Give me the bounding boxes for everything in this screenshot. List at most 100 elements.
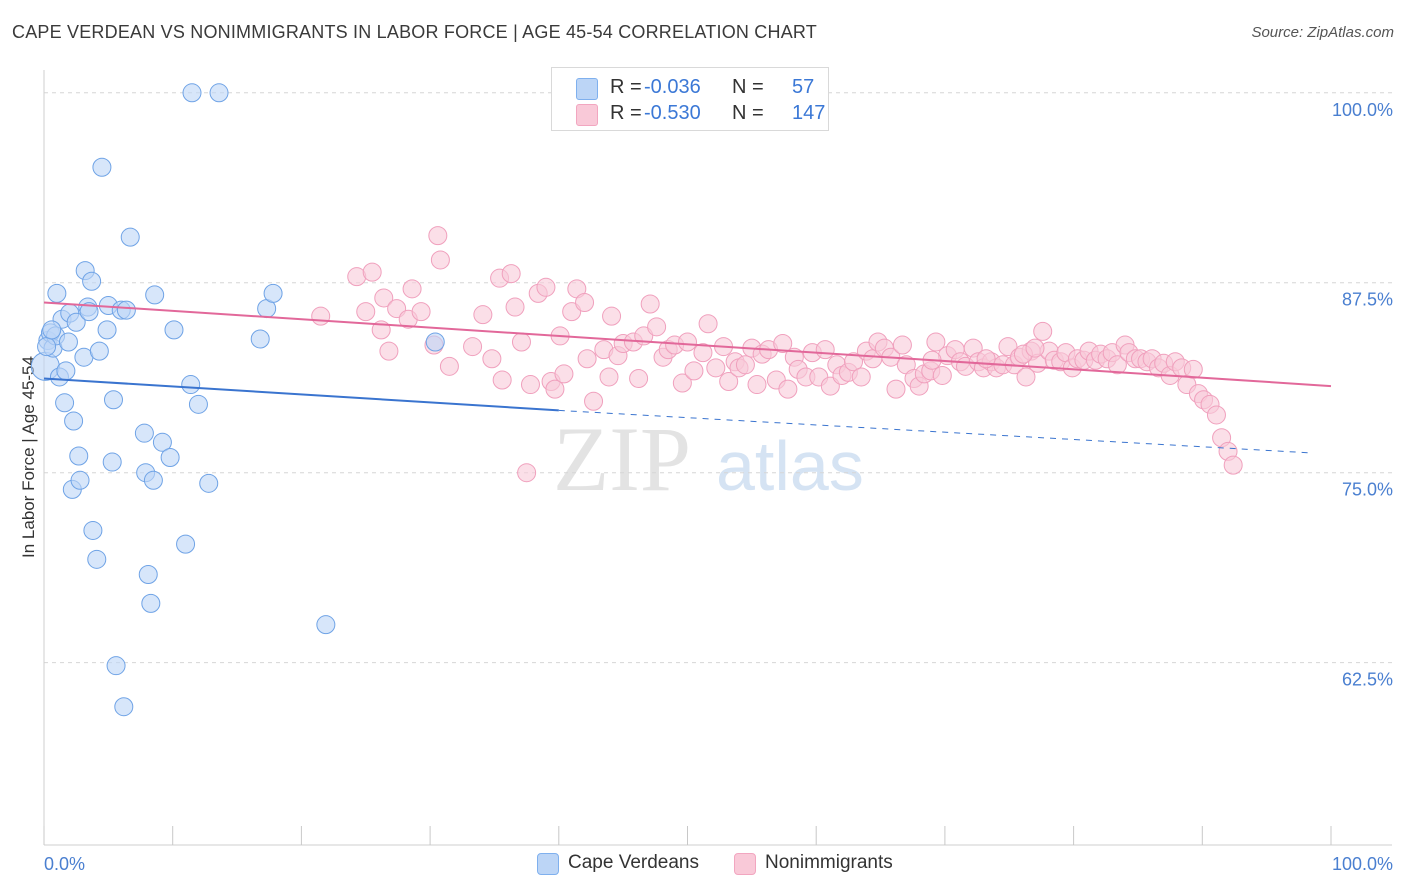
nonimmigrant-point: [684, 361, 704, 381]
cape-verdean-point: [79, 302, 99, 322]
cape-verdean-point: [89, 341, 109, 361]
r-value-nonimmigrants: -0.530: [644, 102, 701, 124]
cape-verdean-point: [134, 423, 154, 443]
r-label: R =: [610, 102, 642, 124]
nonimmigrant-point: [520, 375, 540, 395]
cape-verdean-point: [250, 329, 270, 349]
nonimmigrant-point: [482, 349, 502, 369]
nonimmigrant-point: [501, 264, 521, 284]
nonimmigrant-point: [374, 288, 394, 308]
cape-verdean-point: [47, 283, 67, 303]
nonimmigrant-point: [577, 349, 597, 369]
source-label: Source: ZipAtlas.com: [1251, 24, 1394, 41]
nonimmigrant-point: [672, 373, 692, 393]
nonimmigrant-point: [545, 379, 565, 399]
nonimmigrant-point: [473, 305, 493, 325]
y-tick-label: 87.5%: [1342, 290, 1393, 310]
cape-verdean-point: [102, 452, 122, 472]
nonimmigrant-point: [629, 368, 649, 388]
cape-verdean-point: [199, 473, 219, 493]
cape-verdean-point: [103, 390, 123, 410]
y-tick-label: 62.5%: [1342, 670, 1393, 690]
cape-verdean-point: [425, 332, 445, 352]
nonimmigrant-point: [584, 391, 604, 411]
nonimmigrant-point: [554, 364, 574, 384]
cape-verdean-point: [55, 393, 75, 413]
nonimmigrant-point: [362, 262, 382, 282]
cape-verdean-point: [176, 534, 196, 554]
nonimmigrant-point: [1183, 359, 1203, 379]
cape-verdean-point: [56, 361, 76, 381]
nonimmigrant-point: [844, 352, 864, 372]
nonimmigrant-point: [492, 370, 512, 390]
nonimmigrant-point: [815, 340, 835, 360]
nonimmigrant-point: [778, 379, 798, 399]
nonimmigrant-point: [1016, 367, 1036, 387]
nonimmigrant-point: [693, 343, 713, 363]
legend-swatch-blue: [576, 78, 598, 100]
nonimmigrant-point: [428, 226, 448, 246]
nonimmigrant-point: [1206, 405, 1226, 425]
r-label: R =: [610, 76, 642, 98]
nonimmigrant-point: [851, 367, 871, 387]
legend-swatch-blue: [537, 853, 559, 875]
cape-verdean-point: [87, 549, 107, 569]
nonimmigrant-point: [1025, 338, 1045, 358]
nonimmigrant-point: [926, 332, 946, 352]
nonimmigrant-point: [402, 279, 422, 299]
nonimmigrant-point: [602, 306, 622, 326]
nonimmigrants-trend-line: [43, 301, 1332, 388]
nonimmigrant-point: [356, 302, 376, 322]
x-tick-label: 0.0%: [44, 854, 85, 874]
cape-verdean-point: [37, 337, 57, 357]
nonimmigrant-point: [647, 317, 667, 337]
cape-verdean-point: [66, 312, 86, 332]
nonimmigrant-point: [379, 341, 399, 361]
trend-lines: [43, 301, 1332, 454]
nonimmigrant-point: [892, 335, 912, 355]
cape-verdean-point: [209, 83, 229, 103]
y-tick-label: 100.0%: [1332, 100, 1393, 120]
nonimmigrant-point: [678, 332, 697, 352]
cape-verdean-point: [120, 227, 140, 247]
y-tick-labels: 62.5% 75.0% 87.5% 100.0%: [1332, 100, 1393, 690]
cape-verdean-point: [58, 332, 78, 352]
nonimmigrant-point: [536, 277, 556, 297]
r-value-cape-verdeans: -0.036: [644, 76, 701, 98]
cape-verdean-point: [188, 394, 208, 414]
cape-verdean-point: [138, 565, 158, 585]
nonimmigrant-point: [719, 372, 739, 392]
nonimmigrant-point: [698, 314, 718, 334]
n-label: N =: [732, 76, 764, 98]
cape-verdean-point: [92, 157, 112, 177]
cape-verdean-point: [97, 320, 117, 340]
nonimmigrant-point: [430, 250, 450, 270]
nonimmigrant-point: [706, 358, 726, 378]
nonimmigrant-point: [599, 367, 619, 387]
legend-swatch-pink: [576, 104, 598, 126]
cape-verdean-point: [145, 285, 165, 305]
watermark-zip: ZIP: [553, 408, 691, 510]
nonimmigrant-point: [411, 302, 431, 322]
cape-verdean-point: [182, 83, 202, 103]
watermark: ZIP atlas: [553, 408, 864, 510]
cape-verdean-point: [116, 300, 136, 320]
cape-verdean-point: [160, 448, 180, 467]
nonimmigrant-point: [735, 355, 755, 375]
nonimmigrant-point: [439, 356, 459, 376]
cape-verdean-point: [263, 283, 283, 303]
nonimmigrant-point: [932, 365, 952, 385]
nonimmigrant-point: [640, 294, 660, 314]
n-value-nonimmigrants: 147: [792, 102, 826, 124]
series-nonimmigrants-points: [311, 226, 1243, 483]
nonimmigrant-point: [311, 306, 331, 326]
nonimmigrant-point: [773, 334, 793, 354]
series-cape-verdeans-points: [30, 83, 445, 717]
gridlines: [44, 92, 1392, 664]
cape-verdean-point: [181, 375, 201, 395]
x-tick-label: 100.0%: [1332, 854, 1393, 874]
cape-verdeans-trend-extension: [558, 409, 1312, 454]
nonimmigrant-point: [562, 302, 582, 322]
cape-verdean-point: [316, 615, 336, 635]
